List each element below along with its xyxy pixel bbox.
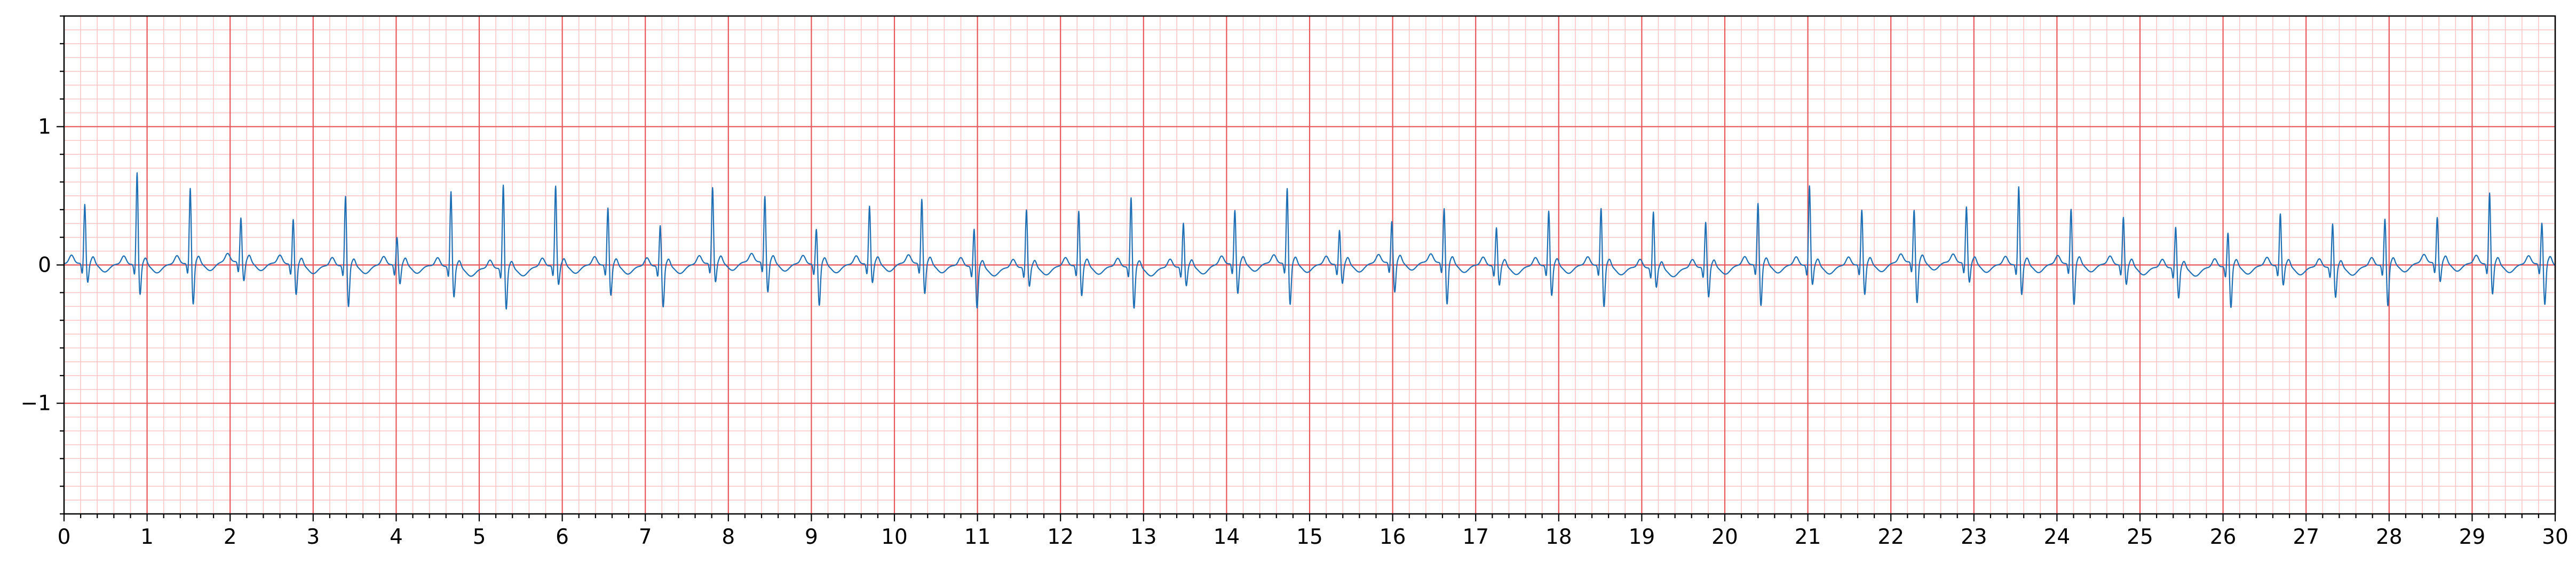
x-tick-label: 18 — [1545, 525, 1572, 549]
x-tick-label: 24 — [2044, 525, 2071, 549]
x-tick-label: 27 — [2293, 525, 2319, 549]
x-tick-label: 13 — [1130, 525, 1157, 549]
x-tick-label: 3 — [306, 525, 320, 549]
x-tick-label: 9 — [805, 525, 818, 549]
x-axis-tick-labels: 0 1 2 3 4 5 6 7 8 9 10 11 12 13 14 15 16 17 18 19 20 21 22 23 24… — [58, 525, 2569, 549]
x-tick-label: 23 — [1961, 525, 1987, 549]
x-tick-label: 29 — [2459, 525, 2486, 549]
x-tick-label: 12 — [1047, 525, 1074, 549]
x-tick-label: 11 — [964, 525, 991, 549]
y-tick-label: 1 — [38, 115, 51, 139]
x-tick-label: 7 — [639, 525, 652, 549]
x-tick-label: 6 — [556, 525, 569, 549]
ecg-signal-line — [64, 172, 2556, 310]
y-tick-label: 0 — [38, 253, 51, 277]
x-tick-label: 22 — [1877, 525, 1904, 549]
x-tick-label: 2 — [224, 525, 237, 549]
x-tick-label: 17 — [1462, 525, 1489, 549]
x-tick-label: 10 — [881, 525, 908, 549]
x-tick-label: 14 — [1214, 525, 1240, 549]
y-tick-label: −1 — [21, 392, 52, 416]
x-tick-label: 15 — [1296, 525, 1323, 549]
x-tick-label: 16 — [1380, 525, 1406, 549]
x-tick-label: 21 — [1795, 525, 1821, 549]
x-tick-label: 25 — [2127, 525, 2153, 549]
x-tick-label: 5 — [473, 525, 486, 549]
x-tick-label: 0 — [58, 525, 71, 549]
x-tick-label: 4 — [390, 525, 403, 549]
y-axis-tick-labels: −1 0 1 — [21, 115, 52, 415]
x-tick-label: 28 — [2376, 525, 2403, 549]
x-tick-label: 26 — [2210, 525, 2237, 549]
y-axis-ticks — [57, 15, 64, 515]
x-tick-label: 8 — [722, 525, 735, 549]
x-tick-label: 20 — [1711, 525, 1738, 549]
x-tick-label: 19 — [1629, 525, 1655, 549]
x-tick-label: 1 — [140, 525, 154, 549]
x-tick-label: 30 — [2542, 525, 2569, 549]
x-axis-ticks — [63, 514, 2556, 521]
